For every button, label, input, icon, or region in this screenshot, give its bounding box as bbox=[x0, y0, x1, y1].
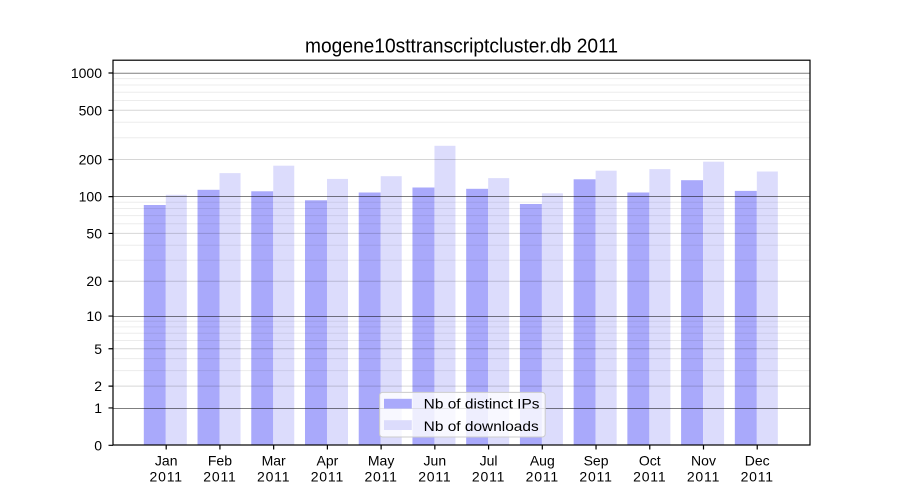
svg-text:Jan: Jan bbox=[155, 452, 178, 468]
svg-text:1: 1 bbox=[94, 400, 102, 416]
svg-text:Aug: Aug bbox=[530, 452, 555, 468]
svg-text:mogene10sttranscriptcluster.db: mogene10sttranscriptcluster.db 2011 bbox=[305, 36, 618, 58]
svg-text:Jun: Jun bbox=[424, 452, 447, 468]
svg-text:0: 0 bbox=[94, 437, 102, 453]
svg-text:Mar: Mar bbox=[262, 452, 286, 468]
svg-text:2011: 2011 bbox=[741, 468, 774, 484]
svg-text:2011: 2011 bbox=[579, 468, 612, 484]
svg-text:2011: 2011 bbox=[257, 468, 290, 484]
svg-text:1000: 1000 bbox=[71, 65, 102, 81]
svg-text:200: 200 bbox=[79, 152, 103, 168]
svg-text:2: 2 bbox=[94, 378, 102, 394]
svg-text:2011: 2011 bbox=[418, 468, 451, 484]
svg-text:100: 100 bbox=[79, 189, 103, 205]
svg-text:2011: 2011 bbox=[150, 468, 183, 484]
svg-text:Apr: Apr bbox=[316, 452, 338, 468]
svg-text:2011: 2011 bbox=[472, 468, 505, 484]
svg-text:20: 20 bbox=[86, 273, 102, 289]
svg-text:2011: 2011 bbox=[687, 468, 720, 484]
svg-text:Jul: Jul bbox=[480, 452, 498, 468]
svg-text:Dec: Dec bbox=[745, 452, 770, 468]
svg-text:Nov: Nov bbox=[691, 452, 716, 468]
svg-text:5: 5 bbox=[94, 341, 102, 357]
svg-text:2011: 2011 bbox=[364, 468, 397, 484]
svg-text:Nb of distinct IPs: Nb of distinct IPs bbox=[424, 396, 540, 412]
svg-text:2011: 2011 bbox=[633, 468, 666, 484]
svg-text:50: 50 bbox=[86, 225, 102, 241]
svg-text:May: May bbox=[368, 452, 394, 468]
svg-text:Feb: Feb bbox=[208, 452, 232, 468]
svg-text:Oct: Oct bbox=[639, 452, 661, 468]
svg-text:2011: 2011 bbox=[526, 468, 559, 484]
svg-text:2011: 2011 bbox=[311, 468, 344, 484]
svg-text:500: 500 bbox=[79, 102, 103, 118]
svg-text:10: 10 bbox=[86, 308, 102, 324]
svg-text:Nb of downloads: Nb of downloads bbox=[424, 418, 539, 434]
svg-text:2011: 2011 bbox=[203, 468, 236, 484]
svg-text:Sep: Sep bbox=[584, 452, 609, 468]
